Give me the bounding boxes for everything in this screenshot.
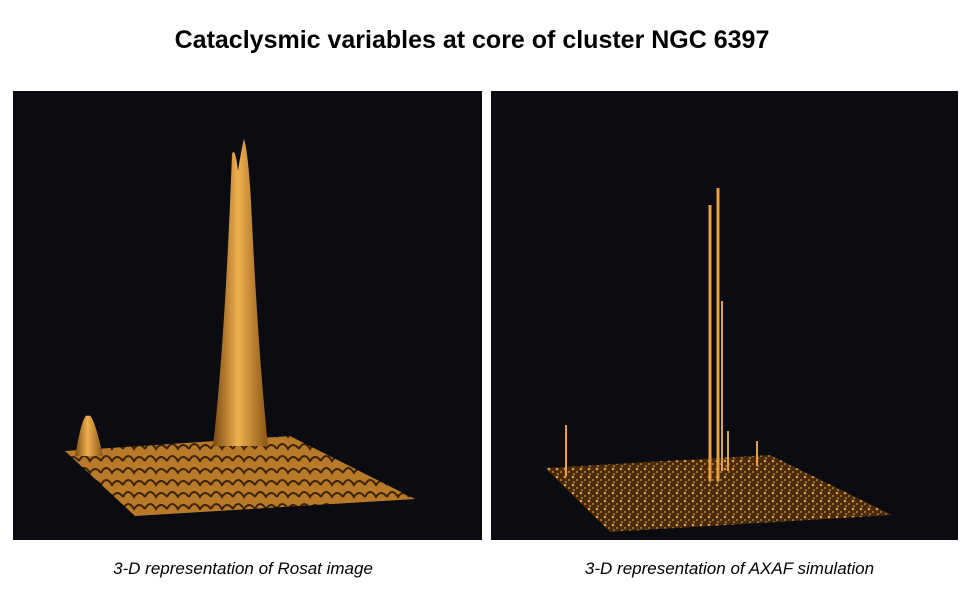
caption: 3-D representation of AXAF simulation [584, 559, 875, 578]
slide-title: Cataclysmic variables at core of cluster… [174, 26, 770, 54]
axaf-simulation [491, 91, 958, 540]
caption: 3-D representation of Rosat image [113, 559, 373, 578]
rosat-image [13, 91, 482, 540]
